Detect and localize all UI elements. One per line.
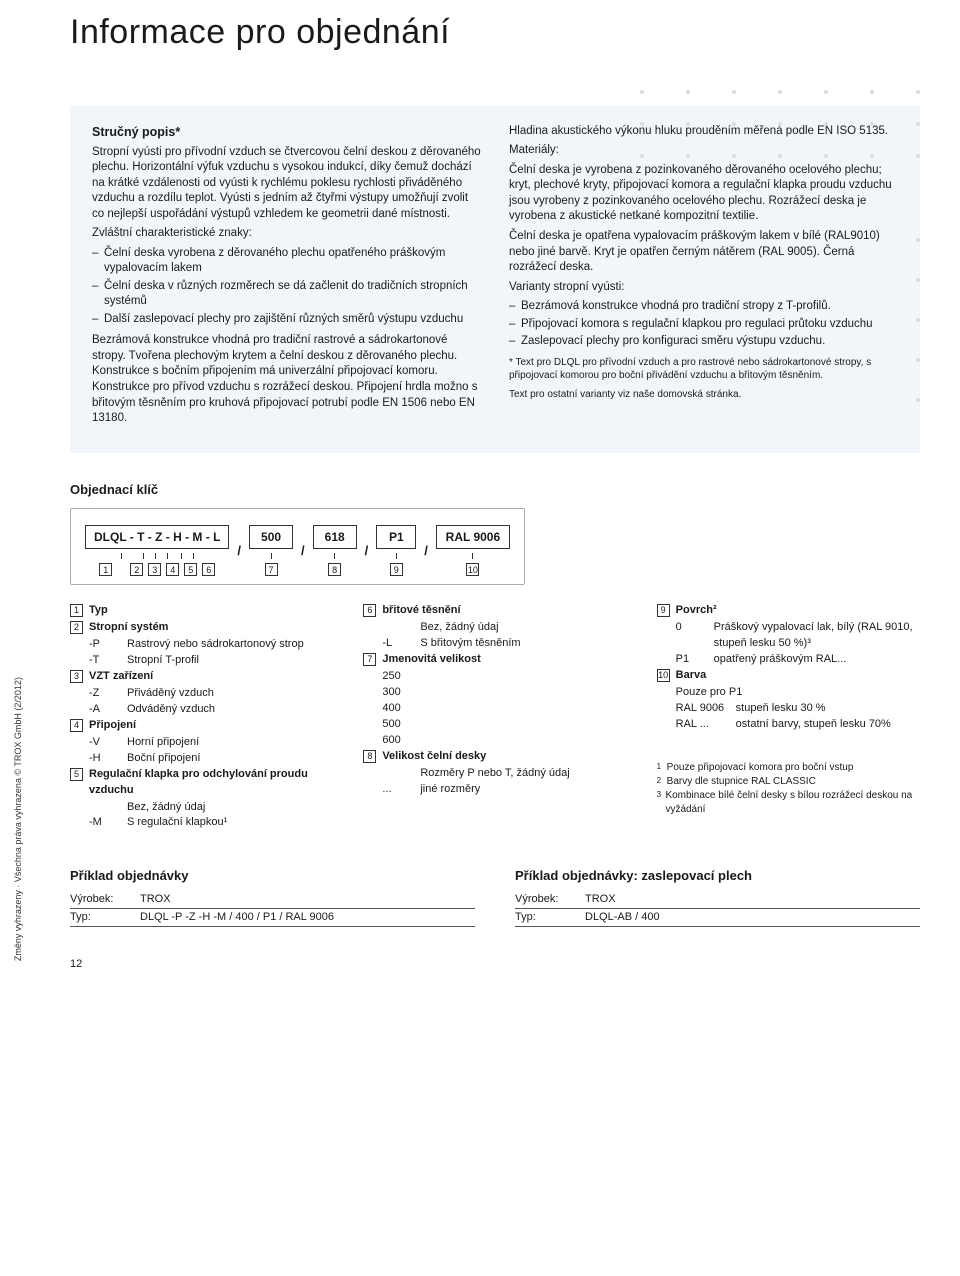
example-title: Příklad objednávky: zaslepovací plech xyxy=(515,867,920,885)
summary-bullet: Čelní deska vyrobena z děrovaného plechu… xyxy=(92,246,481,277)
code-index: 7 xyxy=(265,563,278,576)
legend-col-3: 9Povrch² 0Práškový vypalovací lak, bílý … xyxy=(657,603,920,831)
page-title: Informace pro objednání xyxy=(70,0,920,56)
code-segment: 618 xyxy=(313,525,357,549)
summary-paragraph: Čelní deska je vyrobena z pozinkovaného … xyxy=(509,163,898,225)
code-index: 6 xyxy=(202,563,215,576)
order-key-title: Objednací klíč xyxy=(70,481,920,499)
summary-paragraph: Varianty stropní vyústi: xyxy=(509,280,898,296)
summary-bullet: Připojovací komora s regulační klapkou p… xyxy=(509,317,898,333)
legend: 1Typ 2Stropní systém -PRastrový nebo sád… xyxy=(70,603,920,831)
footnotes: 1Pouze připojovací komora pro boční vstu… xyxy=(657,761,920,817)
summary-left: Stručný popis* Stropní vyústi pro přívod… xyxy=(92,124,481,431)
example-title: Příklad objednávky xyxy=(70,867,475,885)
summary-bullet: Další zaslepovací plechy pro zajištění r… xyxy=(92,312,481,328)
summary-paragraph: Stropní vyústi pro přívodní vzduch se čt… xyxy=(92,145,481,223)
summary-right: Hladina akustického výkonu hluku prouděn… xyxy=(509,124,898,431)
decorative-dot-grid xyxy=(640,90,920,158)
example-2: Příklad objednávky: zaslepovací plech Vý… xyxy=(515,867,920,926)
code-segment: RAL 9006 xyxy=(436,525,510,549)
summary-paragraph: Zvláštní charakteristické znaky: xyxy=(92,226,481,242)
order-code-block: DLQL - T - Z - H - M - L 1 2 3 4 5 6 / 5… xyxy=(70,508,525,585)
code-index: 8 xyxy=(328,563,341,576)
code-index: 1 xyxy=(99,563,112,576)
code-separator: / xyxy=(365,542,369,560)
code-index: 5 xyxy=(184,563,197,576)
code-separator: / xyxy=(301,542,305,560)
code-separator: / xyxy=(237,542,241,560)
summary-footnote: * Text pro DLQL pro přívodní vzduch a pr… xyxy=(509,356,898,382)
example-1: Příklad objednávky Výrobek:TROX Typ:DLQL… xyxy=(70,867,475,926)
order-examples: Příklad objednávky Výrobek:TROX Typ:DLQL… xyxy=(70,867,920,926)
summary-footnote: Text pro ostatní varianty viz naše domov… xyxy=(509,388,898,401)
code-index: 3 xyxy=(148,563,161,576)
decorative-dot-column xyxy=(916,238,920,402)
copyright-side-text: Změny vyhrazeny · Všechna práva vyhrazen… xyxy=(12,677,24,961)
legend-col-1: 1Typ 2Stropní systém -PRastrový nebo sád… xyxy=(70,603,333,831)
code-index: 2 xyxy=(130,563,143,576)
code-index: 4 xyxy=(166,563,179,576)
code-index: 9 xyxy=(390,563,403,576)
summary-bullet: Bezrámová konstrukce vhodná pro tradiční… xyxy=(509,299,898,315)
code-segment: 500 xyxy=(249,525,293,549)
page-number: 12 xyxy=(70,957,920,972)
summary-heading: Stručný popis* xyxy=(92,124,481,141)
legend-col-2: 6břitové těsnění Bez, žádný údaj -LS bři… xyxy=(363,603,626,831)
code-index: 10 xyxy=(466,563,479,576)
summary-bullet: Čelní deska v různých rozměrech se dá za… xyxy=(92,279,481,310)
code-segment: P1 xyxy=(376,525,416,549)
summary-paragraph: Bezrámová konstrukce vhodná pro tradiční… xyxy=(92,333,481,426)
code-separator: / xyxy=(424,542,428,560)
code-segment-main: DLQL - T - Z - H - M - L xyxy=(85,525,229,549)
summary-paragraph: Čelní deska je opatřena vypalovacím práš… xyxy=(509,229,898,276)
summary-bullet: Zaslepovací plechy pro konfiguraci směru… xyxy=(509,334,898,350)
